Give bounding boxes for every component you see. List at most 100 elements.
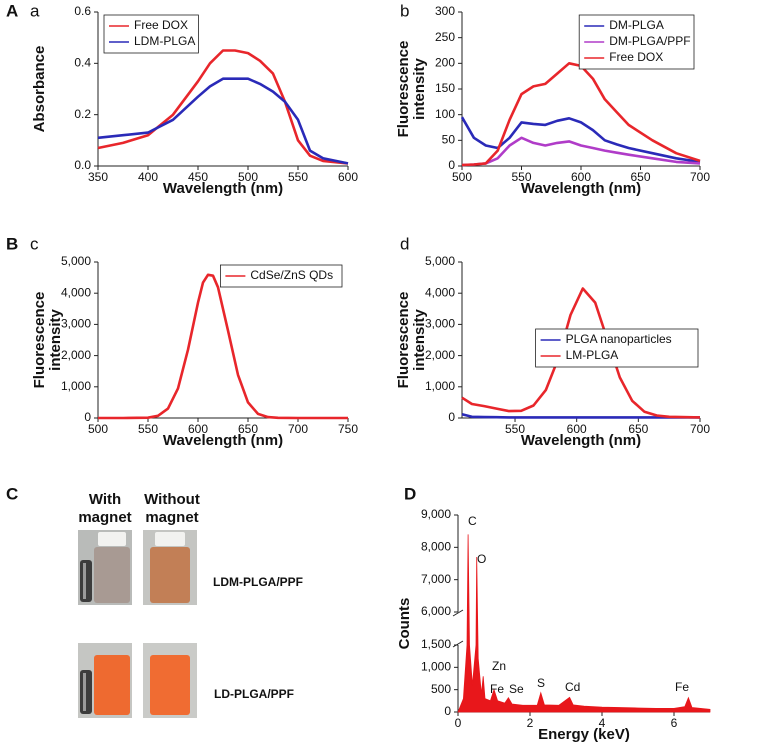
y-tick-label: 5,000 — [61, 254, 91, 268]
x-tick-label: 4 — [599, 716, 606, 730]
row-label: LDM-PLGA/PPF — [213, 575, 303, 589]
y-tick-label: 150 — [435, 81, 455, 95]
peak-label: Se — [509, 682, 524, 696]
row-label: LD-PLGA/PPF — [214, 687, 294, 701]
x-tick-label: 500 — [452, 170, 472, 184]
series-line — [97, 49, 349, 165]
y-tick-label: 250 — [435, 30, 455, 44]
column-header: magnet — [145, 509, 198, 526]
x-axis-label: Wavelength (nm) — [163, 432, 283, 449]
y-tick-label: 1,000 — [421, 660, 451, 674]
y-tick-label: 1,000 — [61, 379, 91, 393]
y-tick-label: 0 — [444, 704, 451, 718]
x-axis-label: Wavelength (nm) — [521, 180, 641, 197]
column-header: With — [89, 491, 121, 508]
series-line — [461, 413, 700, 419]
legend-label: Free DOX — [134, 18, 188, 32]
x-tick-label: 600 — [571, 170, 591, 184]
legend — [219, 264, 343, 288]
x-tick-label: 650 — [630, 170, 650, 184]
y-axis-label: Counts — [396, 598, 413, 650]
legend — [103, 14, 199, 54]
vial — [150, 655, 190, 715]
y-tick-label: 0.4 — [74, 56, 91, 70]
x-tick-label: 650 — [238, 422, 258, 436]
magnet — [83, 563, 86, 599]
cap — [98, 532, 126, 546]
column-header: Without — [144, 491, 200, 508]
x-tick-label: 600 — [338, 170, 358, 184]
spectrum-area — [457, 534, 711, 713]
y-axis-label: Absorbance — [31, 46, 48, 133]
x-axis-label: Wavelength (nm) — [521, 432, 641, 449]
y-tick-label: 6,000 — [421, 604, 451, 618]
y-tick-label: 100 — [435, 107, 455, 121]
vial — [94, 547, 130, 603]
y-tick-label: 0 — [84, 410, 91, 424]
panel-sublabel: a — [30, 1, 40, 20]
x-tick-label: 600 — [188, 422, 208, 436]
y-tick-label: 4,000 — [61, 285, 91, 299]
series-line — [460, 116, 701, 164]
y-tick-label: 4,000 — [425, 285, 455, 299]
x-tick-label: 550 — [288, 170, 308, 184]
x-tick-label: 450 — [188, 170, 208, 184]
peak-label: C — [468, 514, 477, 528]
x-tick-label: 750 — [338, 422, 358, 436]
panel-letter: C — [6, 484, 18, 503]
peak-label: Fe — [675, 680, 689, 694]
y-tick-label: 8,000 — [421, 540, 451, 554]
x-axis-label: Energy (keV) — [538, 726, 630, 743]
legend-label: Free DOX — [609, 50, 663, 64]
y-tick-label: 0 — [448, 158, 455, 172]
legend-label: LM-PLGA — [566, 348, 619, 362]
x-tick-label: 6 — [671, 716, 678, 730]
y-tick-label: 0.6 — [74, 4, 91, 18]
magnet — [83, 673, 86, 711]
panel-letter: A — [6, 1, 18, 20]
y-tick-label: 7,000 — [421, 572, 451, 586]
y-axis-label: intensity — [47, 309, 64, 371]
y-tick-label: 50 — [442, 133, 456, 147]
x-tick-label: 350 — [88, 170, 108, 184]
x-tick-label: 550 — [505, 422, 525, 436]
panel-sublabel: b — [400, 1, 409, 20]
legend-label: LDM-PLGA — [134, 34, 195, 48]
y-axis-label: intensity — [411, 58, 428, 120]
peak-label: S — [537, 676, 545, 690]
series-line — [461, 287, 701, 419]
legend-label: CdSe/ZnS QDs — [250, 268, 333, 282]
x-tick-label: 700 — [690, 422, 710, 436]
panel-letter: B — [6, 234, 18, 253]
x-tick-label: 550 — [511, 170, 531, 184]
y-axis-label: intensity — [411, 309, 428, 371]
y-tick-label: 2,000 — [61, 348, 91, 362]
cap — [155, 532, 185, 546]
y-tick-label: 500 — [431, 682, 451, 696]
y-tick-label: 200 — [435, 56, 455, 70]
x-tick-label: 2 — [527, 716, 534, 730]
x-tick-label: 700 — [690, 170, 710, 184]
x-axis-label: Wavelength (nm) — [163, 180, 283, 197]
photo-panel: With magnet Without magnet LDM-PLGA/PPF … — [78, 491, 303, 718]
y-tick-label: 5,000 — [425, 254, 455, 268]
y-tick-label: 1,000 — [425, 379, 455, 393]
x-tick-label: 700 — [288, 422, 308, 436]
peak-label: Cd — [565, 680, 580, 694]
y-tick-label: 0.2 — [74, 107, 91, 121]
x-tick-label: 0 — [455, 716, 462, 730]
legend — [535, 328, 699, 368]
y-tick-label: 3,000 — [61, 317, 91, 331]
x-tick-label: 400 — [138, 170, 158, 184]
x-tick-label: 600 — [567, 422, 587, 436]
peak-label: Fe — [490, 682, 504, 696]
series-line — [98, 273, 348, 420]
y-tick-label: 2,000 — [425, 348, 455, 362]
column-header: magnet — [78, 509, 131, 526]
series-line — [461, 62, 701, 167]
y-tick-label: 1,500 — [421, 637, 451, 651]
axis-break — [452, 609, 464, 648]
vial — [94, 655, 130, 715]
